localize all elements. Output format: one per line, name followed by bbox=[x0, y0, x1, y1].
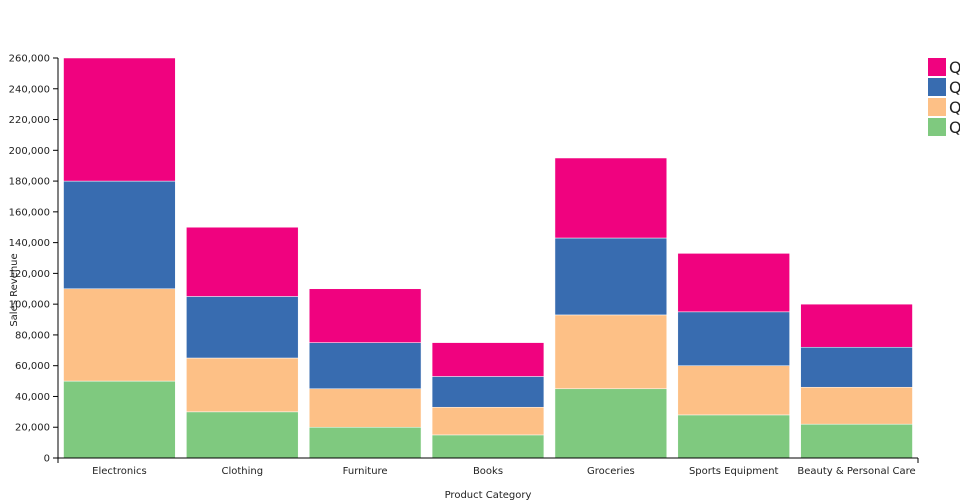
x-tick-label: Clothing bbox=[221, 466, 263, 477]
bar-q2-books bbox=[431, 406, 545, 436]
bar-q4-electronics bbox=[63, 57, 176, 182]
bar-q1-groceries bbox=[554, 388, 668, 459]
bar-q3-beauty-personal-care bbox=[800, 346, 913, 388]
legend-label-q1: Q1 bbox=[949, 118, 960, 137]
bar-q4-sports-equipment bbox=[677, 253, 790, 313]
y-tick-label: 160,000 bbox=[9, 207, 50, 218]
legend-swatch-q3 bbox=[928, 78, 946, 96]
y-tick-label: 100,000 bbox=[9, 300, 50, 311]
y-tick-label: 40,000 bbox=[15, 392, 50, 403]
bar-q1-sports-equipment bbox=[677, 414, 790, 459]
y-tick-label: 60,000 bbox=[15, 361, 50, 372]
bar-q2-groceries bbox=[554, 314, 668, 390]
bar-q3-furniture bbox=[308, 342, 422, 390]
y-tick-label: 20,000 bbox=[15, 423, 50, 434]
y-tick-label: 180,000 bbox=[9, 177, 50, 188]
bar-q4-groceries bbox=[554, 157, 668, 239]
x-tick-label: Beauty & Personal Care bbox=[797, 466, 915, 477]
bar-q2-sports-equipment bbox=[677, 365, 790, 416]
legend-swatch-q4 bbox=[928, 58, 946, 76]
x-tick-label: Groceries bbox=[587, 466, 635, 477]
y-tick-label: 120,000 bbox=[9, 269, 50, 280]
y-tick-label: 220,000 bbox=[9, 115, 50, 126]
x-tick-label: Electronics bbox=[92, 466, 147, 477]
bar-q2-furniture bbox=[308, 388, 422, 428]
bars-group bbox=[63, 57, 913, 459]
x-tick-label: Furniture bbox=[343, 466, 388, 477]
y-tick-label: 240,000 bbox=[9, 84, 50, 95]
x-tick-label: Sports Equipment bbox=[689, 466, 779, 477]
legend-label-q3: Q3 bbox=[949, 78, 960, 97]
x-axis-title: Product Category bbox=[445, 490, 532, 500]
x-tick-label: Books bbox=[473, 466, 503, 477]
bar-q3-books bbox=[431, 376, 545, 408]
y-tick-label: 200,000 bbox=[9, 146, 50, 157]
bar-q1-clothing bbox=[186, 411, 299, 459]
bar-q4-books bbox=[431, 342, 545, 377]
bar-q1-furniture bbox=[308, 426, 422, 459]
bar-q3-clothing bbox=[186, 296, 299, 359]
legend-swatch-q1 bbox=[928, 118, 946, 136]
legend-label-q4: Q4 bbox=[949, 58, 960, 77]
bar-q1-books bbox=[431, 434, 545, 459]
y-tick-label: 0 bbox=[44, 454, 50, 465]
bar-q2-beauty-personal-care bbox=[800, 386, 913, 425]
bar-q3-electronics bbox=[63, 180, 176, 290]
bar-q3-groceries bbox=[554, 237, 668, 316]
x-axis: Electronics Clothing Furniture Books Groceri… bbox=[57, 457, 919, 477]
bar-q2-clothing bbox=[186, 357, 299, 413]
bar-q4-beauty-personal-care bbox=[800, 303, 913, 348]
y-axis-title: Sales Revenue bbox=[9, 253, 20, 326]
bar-q2-electronics bbox=[63, 288, 176, 382]
y-tick-label: 260,000 bbox=[9, 54, 50, 65]
bar-q1-electronics bbox=[63, 380, 176, 459]
bar-q4-furniture bbox=[308, 288, 422, 343]
legend: Q4Q3Q2Q1 bbox=[928, 58, 960, 137]
y-tick-label: 80,000 bbox=[15, 330, 50, 341]
bar-q4-clothing bbox=[186, 226, 299, 297]
bar-q1-beauty-personal-care bbox=[800, 423, 913, 459]
y-tick-label: 140,000 bbox=[9, 238, 50, 249]
y-axis: 0 20,000 40,000 60,000 80,000 100,000 120,000 1… bbox=[9, 54, 59, 465]
bar-q3-sports-equipment bbox=[677, 311, 790, 366]
legend-label-q2: Q2 bbox=[949, 98, 960, 117]
legend-swatch-q2 bbox=[928, 98, 946, 116]
